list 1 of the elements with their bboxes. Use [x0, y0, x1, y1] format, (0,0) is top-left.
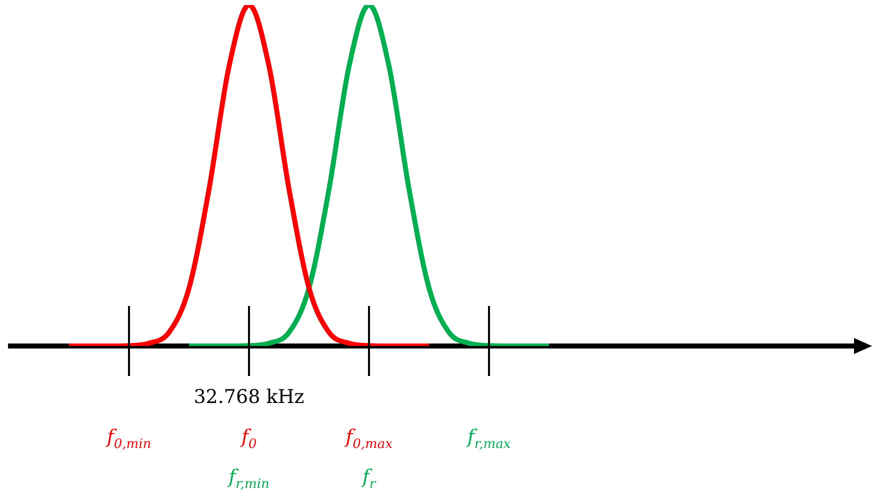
text: 32.768 kHz [194, 386, 304, 408]
